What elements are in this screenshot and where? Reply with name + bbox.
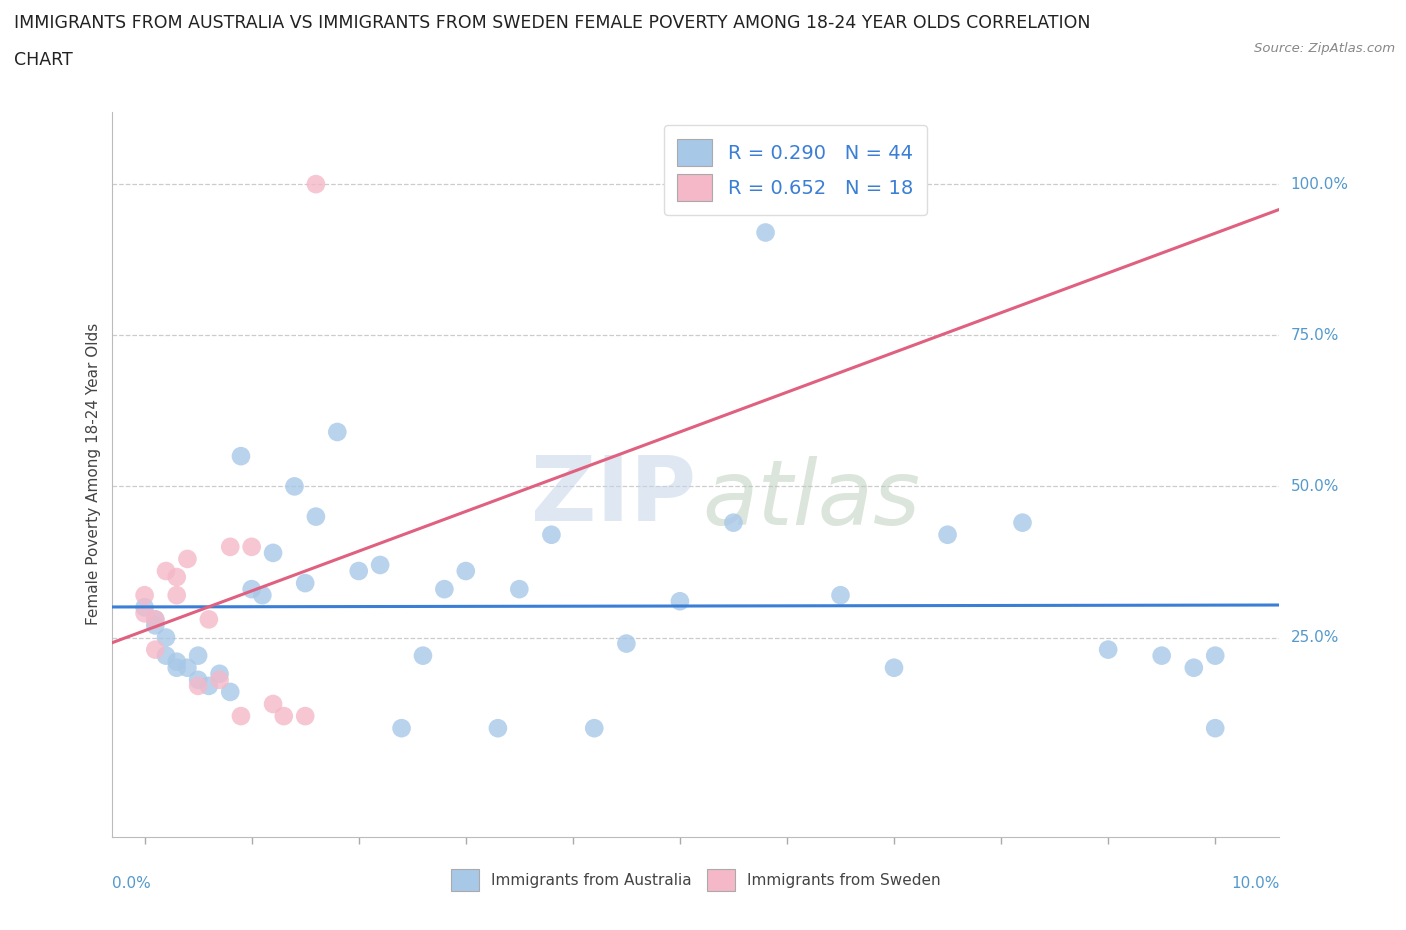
Point xyxy=(240,582,263,597)
Point xyxy=(166,655,188,670)
Text: 0.0%: 0.0% xyxy=(112,876,152,891)
Point xyxy=(583,721,606,736)
Point xyxy=(1204,721,1226,736)
Text: Source: ZipAtlas.com: Source: ZipAtlas.com xyxy=(1254,42,1395,55)
Point xyxy=(1204,648,1226,663)
Point xyxy=(229,449,252,464)
Legend: Immigrants from Australia, Immigrants from Sweden: Immigrants from Australia, Immigrants fr… xyxy=(444,861,948,898)
Point xyxy=(1011,515,1033,530)
Point xyxy=(208,667,231,682)
Point xyxy=(166,588,188,603)
Text: atlas: atlas xyxy=(702,456,920,544)
Point xyxy=(433,582,456,597)
Point xyxy=(454,564,477,578)
Text: ZIP: ZIP xyxy=(531,452,696,540)
Point xyxy=(391,721,413,736)
Point xyxy=(229,709,252,724)
Point xyxy=(936,527,959,542)
Point xyxy=(198,679,221,694)
Point xyxy=(616,636,638,651)
Point xyxy=(486,721,509,736)
Point xyxy=(262,545,284,560)
Point xyxy=(219,684,242,699)
Point xyxy=(1182,660,1205,675)
Text: CHART: CHART xyxy=(14,51,73,69)
Point xyxy=(176,551,198,566)
Point xyxy=(176,660,198,675)
Point xyxy=(187,672,209,687)
Point xyxy=(412,648,434,663)
Point xyxy=(143,612,166,627)
Point xyxy=(252,588,274,603)
Point xyxy=(508,582,530,597)
Text: 100.0%: 100.0% xyxy=(1291,177,1348,192)
Text: 75.0%: 75.0% xyxy=(1291,327,1339,343)
Point xyxy=(166,660,188,675)
Point xyxy=(723,515,745,530)
Point xyxy=(294,709,316,724)
Point xyxy=(143,643,166,658)
Point xyxy=(273,709,295,724)
Point xyxy=(187,679,209,694)
Point xyxy=(143,612,166,627)
Point xyxy=(305,510,328,525)
Text: 10.0%: 10.0% xyxy=(1232,876,1279,891)
Point xyxy=(326,425,349,440)
Point xyxy=(198,612,221,627)
Point xyxy=(540,527,562,542)
Point xyxy=(368,558,391,573)
Point xyxy=(240,539,263,554)
Point xyxy=(134,600,156,615)
Point xyxy=(883,660,905,675)
Point xyxy=(283,479,305,494)
Point xyxy=(754,225,776,240)
Point xyxy=(830,588,852,603)
Point xyxy=(262,697,284,711)
Point xyxy=(1150,648,1173,663)
Text: 25.0%: 25.0% xyxy=(1291,630,1339,645)
Text: 50.0%: 50.0% xyxy=(1291,479,1339,494)
Point xyxy=(1097,643,1119,658)
Point xyxy=(208,672,231,687)
Point xyxy=(669,594,692,609)
Point xyxy=(143,618,166,633)
Y-axis label: Female Poverty Among 18-24 Year Olds: Female Poverty Among 18-24 Year Olds xyxy=(86,324,101,626)
Point xyxy=(219,539,242,554)
Point xyxy=(305,177,328,192)
Point xyxy=(187,648,209,663)
Point xyxy=(134,588,156,603)
Point xyxy=(166,570,188,585)
Point xyxy=(134,606,156,621)
Point xyxy=(155,564,177,578)
Text: IMMIGRANTS FROM AUSTRALIA VS IMMIGRANTS FROM SWEDEN FEMALE POVERTY AMONG 18-24 Y: IMMIGRANTS FROM AUSTRALIA VS IMMIGRANTS … xyxy=(14,14,1091,32)
Point xyxy=(155,648,177,663)
Point xyxy=(294,576,316,591)
Point xyxy=(347,564,370,578)
Point xyxy=(155,631,177,645)
